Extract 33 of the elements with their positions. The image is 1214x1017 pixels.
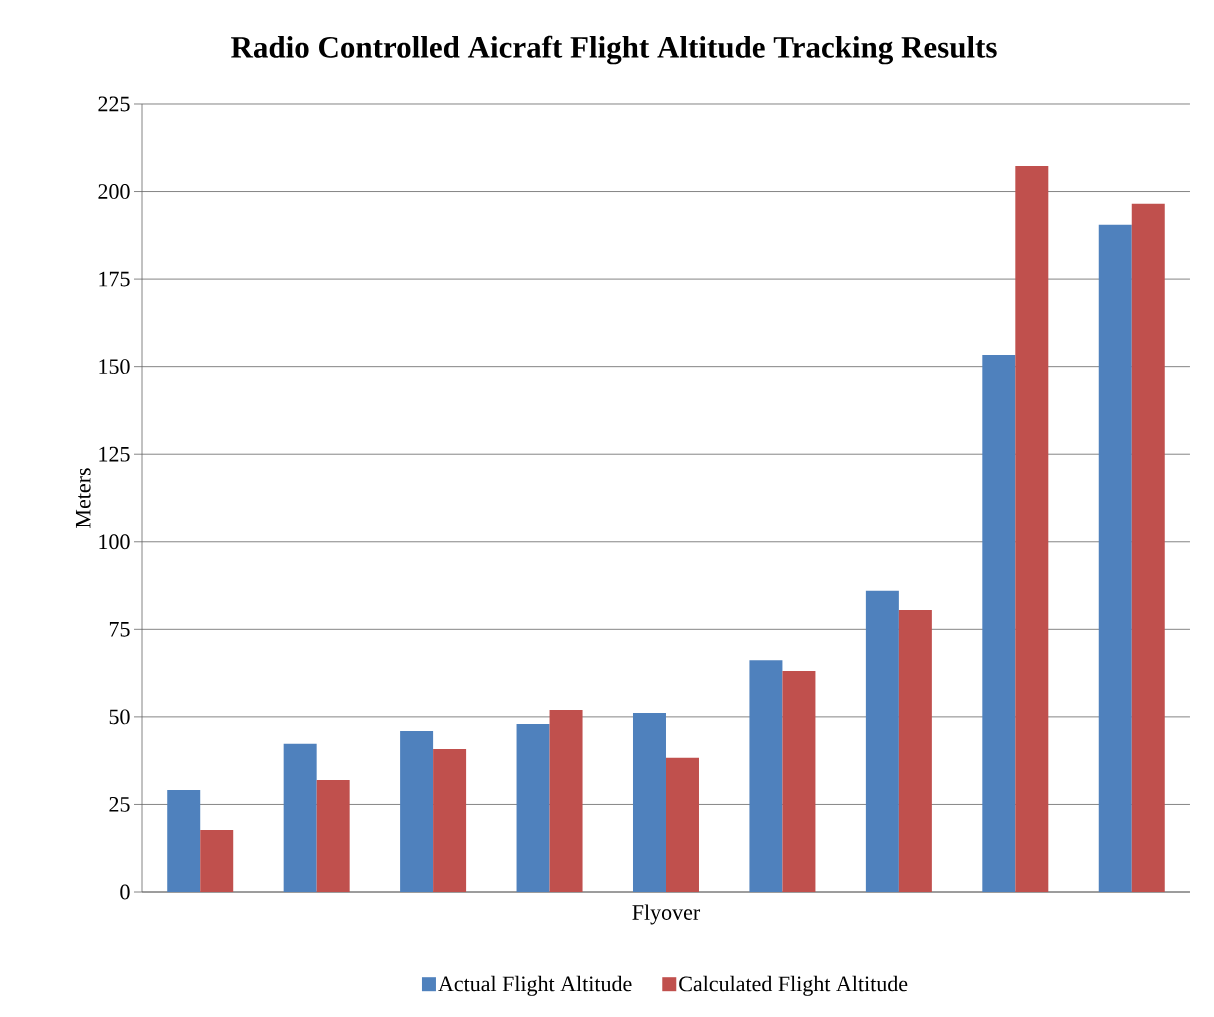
y-tick-label: 0 bbox=[120, 884, 130, 900]
bar bbox=[632, 713, 666, 892]
bar bbox=[1015, 165, 1049, 892]
chart-title: Radio Controlled Aicraft Flight Altitude Tracking Results bbox=[231, 35, 997, 65]
bar bbox=[400, 730, 434, 892]
bar bbox=[865, 590, 899, 892]
bar bbox=[1098, 224, 1132, 892]
x-axis-title: Flyover bbox=[632, 904, 701, 925]
y-tick-label: 100 bbox=[99, 534, 130, 550]
bar bbox=[782, 671, 816, 892]
bar bbox=[898, 610, 932, 892]
bar bbox=[982, 355, 1016, 892]
legend-label: Calculated Flight Altitude bbox=[679, 975, 908, 996]
bar bbox=[167, 790, 201, 892]
y-tick-label: 200 bbox=[98, 184, 130, 199]
bar bbox=[749, 660, 783, 892]
y-tick-label: 125 bbox=[99, 446, 130, 462]
y-tick-label: 150 bbox=[99, 359, 130, 375]
bar bbox=[549, 709, 583, 892]
bar bbox=[665, 757, 699, 892]
y-axis-title: Meters bbox=[75, 468, 91, 528]
y-tick-label: 75 bbox=[109, 622, 130, 637]
y-tick-label: 50 bbox=[109, 709, 130, 725]
y-tick-label: 175 bbox=[99, 271, 130, 287]
bar bbox=[316, 779, 350, 892]
bar bbox=[1131, 203, 1165, 892]
y-tick-label: 225 bbox=[98, 96, 130, 112]
bar bbox=[283, 743, 317, 892]
y-tick-label: 25 bbox=[109, 797, 130, 812]
bar bbox=[516, 723, 550, 892]
bar bbox=[200, 830, 234, 892]
legend-label: Actual Flight Altitude bbox=[438, 975, 632, 996]
bar bbox=[433, 749, 467, 892]
